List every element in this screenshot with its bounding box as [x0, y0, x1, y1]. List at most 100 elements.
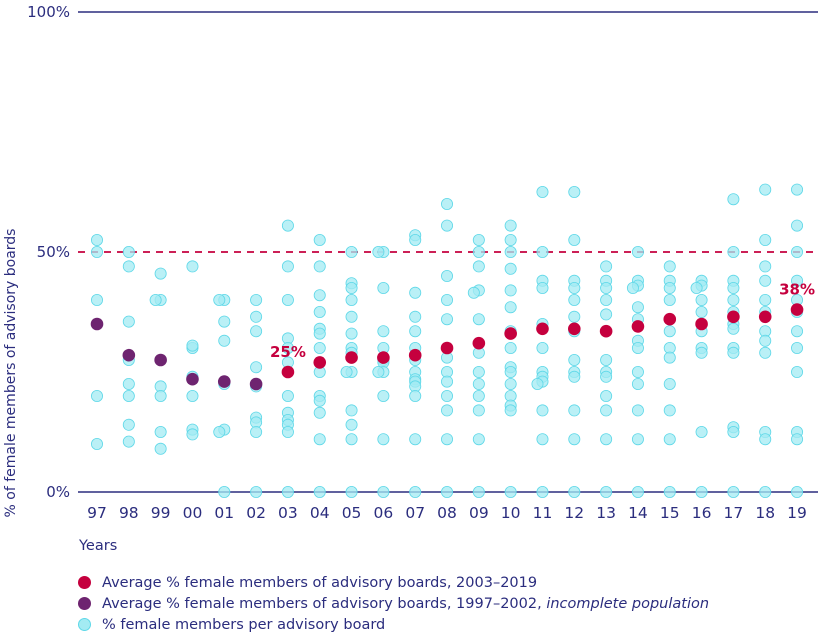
board-point	[695, 485, 708, 498]
y-axis-label: % of female members of advisory boards	[3, 229, 19, 518]
board-point	[91, 293, 104, 306]
board-point	[695, 305, 708, 318]
board-point	[122, 315, 135, 328]
legend-item-avg-2003-2019: Average % female members of advisory boa…	[78, 572, 709, 593]
board-point	[409, 485, 422, 498]
board-point	[472, 245, 485, 258]
x-tick-label: 03	[278, 504, 298, 522]
average-point-red	[281, 365, 295, 379]
board-point	[727, 281, 740, 294]
board-point	[663, 260, 676, 273]
x-tick-label: 14	[628, 504, 648, 522]
board-point	[154, 442, 167, 455]
x-tick-label: 16	[692, 504, 712, 522]
x-tick-label: 02	[246, 504, 266, 522]
board-point	[727, 193, 740, 206]
board-point	[727, 293, 740, 306]
board-point	[122, 418, 135, 431]
board-point	[345, 327, 358, 340]
board-points	[91, 183, 804, 498]
x-tick-label: 98	[119, 504, 139, 522]
board-point	[409, 310, 422, 323]
board-point	[281, 219, 294, 232]
board-point	[313, 485, 326, 498]
board-point	[727, 346, 740, 359]
x-tick-label: 04	[310, 504, 330, 522]
board-point	[281, 341, 294, 354]
legend-swatch-purple	[78, 597, 91, 610]
board-point	[631, 341, 644, 354]
board-point	[409, 433, 422, 446]
board-point	[91, 233, 104, 246]
board-point	[149, 293, 162, 306]
board-point	[313, 289, 326, 302]
board-point	[122, 377, 135, 390]
average-point-red	[345, 351, 358, 364]
board-point	[472, 233, 485, 246]
board-point	[313, 327, 326, 340]
board-point	[441, 433, 454, 446]
board-point	[467, 286, 480, 299]
x-tick-label: 08	[437, 504, 457, 522]
board-point	[727, 322, 740, 335]
average-point-purple	[90, 317, 104, 331]
board-point	[409, 325, 422, 338]
annotations: 25% 38%	[270, 281, 815, 361]
board-point	[340, 365, 353, 378]
board-point	[372, 365, 385, 378]
x-tick-label: 12	[564, 504, 584, 522]
average-point-purple	[154, 353, 167, 367]
board-point	[600, 281, 613, 294]
board-point	[536, 185, 549, 198]
board-point	[631, 301, 644, 314]
board-point	[600, 389, 613, 402]
board-point	[186, 428, 199, 441]
board-point	[377, 389, 390, 402]
average-point-red	[663, 312, 677, 326]
x-tick-label: 06	[374, 504, 394, 522]
board-point	[154, 425, 167, 438]
board-point	[759, 233, 772, 246]
board-point	[472, 485, 485, 498]
board-point	[441, 269, 454, 282]
average-point-red	[408, 348, 422, 362]
average-point-red	[631, 320, 645, 333]
board-point	[213, 293, 226, 306]
board-point	[313, 433, 326, 446]
board-point	[600, 260, 613, 273]
board-point	[313, 394, 326, 407]
average-point-red	[599, 324, 613, 338]
board-point	[791, 245, 804, 258]
board-point	[568, 485, 581, 498]
legend-item-avg-1997-2002: Average % female members of advisory boa…	[78, 593, 709, 614]
board-point	[600, 293, 613, 306]
board-point	[663, 351, 676, 364]
board-point	[695, 425, 708, 438]
board-point	[441, 485, 454, 498]
average-points	[90, 303, 804, 391]
x-tick-label: 18	[755, 504, 775, 522]
legend: Average % female members of advisory boa…	[78, 572, 709, 635]
x-tick-label: 17	[724, 504, 744, 522]
x-tick-label: 10	[501, 504, 521, 522]
board-point	[250, 425, 263, 438]
board-point	[631, 485, 644, 498]
board-point	[663, 433, 676, 446]
board-point	[281, 260, 294, 273]
board-point	[695, 346, 708, 359]
board-point	[313, 341, 326, 354]
board-point	[281, 485, 294, 498]
board-point	[695, 293, 708, 306]
board-point	[536, 341, 549, 354]
board-point	[663, 485, 676, 498]
board-point	[345, 433, 358, 446]
legend-swatch-red	[78, 576, 91, 589]
board-point	[531, 377, 544, 390]
board-point	[504, 485, 517, 498]
board-point	[441, 389, 454, 402]
board-point	[504, 301, 517, 314]
board-point	[472, 365, 485, 378]
board-point	[663, 377, 676, 390]
board-point	[472, 260, 485, 273]
